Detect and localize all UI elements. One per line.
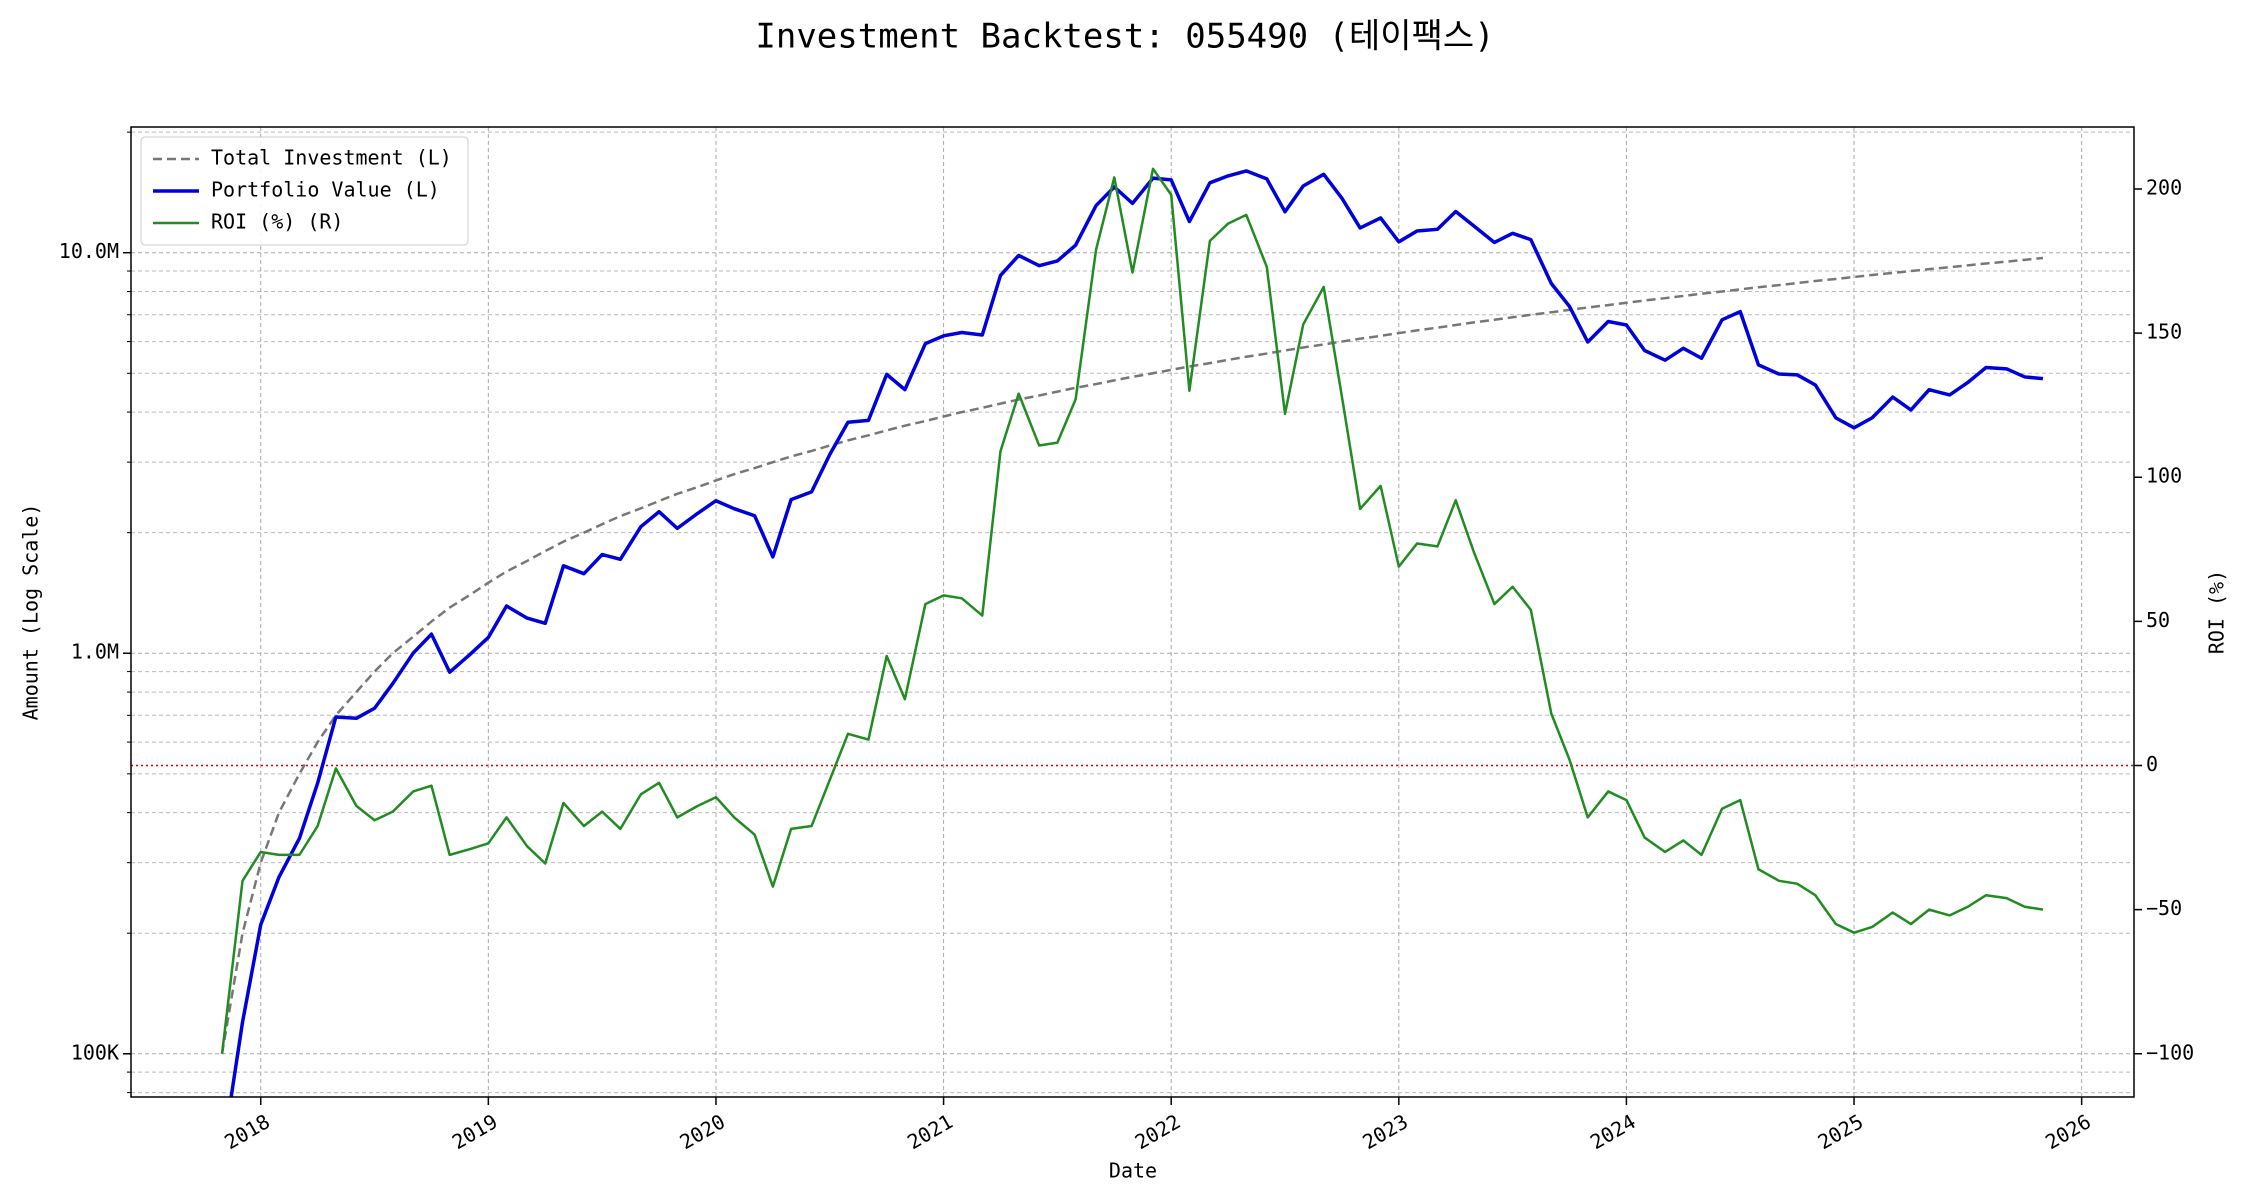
plot-frame xyxy=(130,126,2135,1098)
series-line xyxy=(220,167,2044,1054)
x-tick-label: 2024 xyxy=(1586,1109,1640,1154)
y-tick-label: 100K xyxy=(71,1040,119,1064)
legend-box xyxy=(140,136,469,246)
y2-tick-label: 200 xyxy=(2146,175,2182,199)
chart-title: Investment Backtest: 055490 (테이팩스) xyxy=(755,17,1494,57)
legend-label: Portfolio Value (L) xyxy=(211,178,440,202)
y2-tick-label: 0 xyxy=(2146,752,2158,776)
legend: Total Investment (L) Portfolio Value (L) R… xyxy=(140,136,469,246)
x-tick-label: 2021 xyxy=(903,1109,957,1154)
y2-tick-label: 50 xyxy=(2146,608,2170,632)
y2-tick-label: 100 xyxy=(2146,464,2182,488)
y2-axis-label: ROI (%) xyxy=(2205,570,2229,654)
series-line xyxy=(220,256,2044,1054)
x-axis-label: Date xyxy=(1109,1159,1157,1183)
y2-tick-label: −50 xyxy=(2146,896,2182,920)
y-axis-label: Amount (Log Scale) xyxy=(19,504,43,721)
legend-label: ROI (%) (R) xyxy=(211,210,343,234)
x-tick-label: 2023 xyxy=(1358,1109,1412,1154)
x-tick-label: 2025 xyxy=(1814,1109,1868,1154)
y-tick-label: 1.0M xyxy=(71,640,119,664)
x-tick-label: 2019 xyxy=(448,1109,502,1154)
y2-tick-label: −100 xyxy=(2146,1040,2194,1064)
x-tick-label: 2022 xyxy=(1131,1109,1185,1154)
x-tick-label: 2020 xyxy=(675,1109,729,1154)
legend-label: Total Investment (L) xyxy=(211,146,452,170)
y2-tick-label: 150 xyxy=(2146,320,2182,344)
x-tick-label: 2026 xyxy=(2041,1109,2095,1154)
series-line xyxy=(229,169,2044,1097)
plot-area xyxy=(220,167,2044,1097)
x-tick-label: 2018 xyxy=(220,1109,274,1154)
y-tick-label: 10.0M xyxy=(59,239,119,263)
